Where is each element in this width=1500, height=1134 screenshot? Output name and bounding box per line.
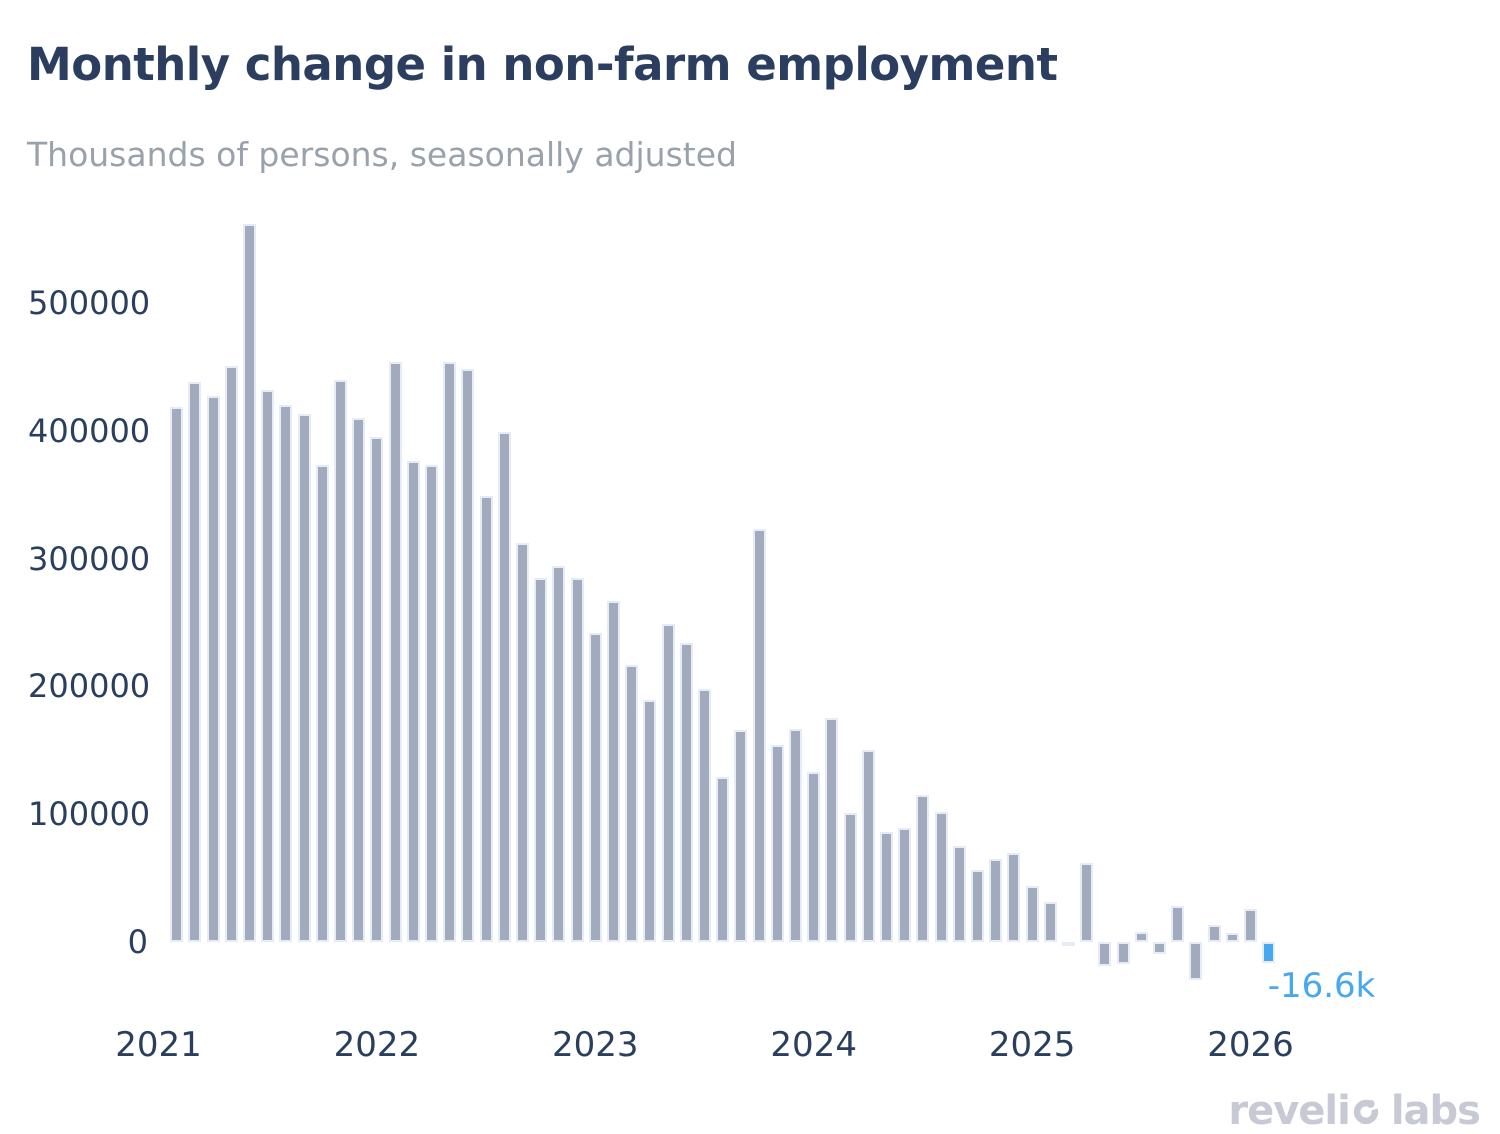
x-axis-tick-label: 2024	[770, 1025, 857, 1065]
bar-2021-09	[297, 414, 311, 942]
last-bar-value-annotation: -16.6k	[1267, 966, 1376, 1006]
bar-2025-11	[1207, 925, 1221, 942]
x-axis-tick-label: 2021	[115, 1025, 202, 1065]
bar-2021-06	[243, 223, 256, 942]
bar-2023-04	[643, 700, 657, 942]
chart-title: Monthly change in non-farm employment	[27, 38, 1058, 91]
bar-2023-03	[625, 664, 639, 942]
y-axis-tick-label: 400000	[28, 411, 151, 450]
x-axis-tick-label: 2026	[1207, 1025, 1294, 1065]
bar-2023-11	[770, 745, 784, 942]
bar-2021-04	[206, 396, 220, 942]
bar-2026-01	[1244, 908, 1257, 942]
bar-2023-08	[716, 777, 730, 942]
bar-2024-02	[825, 718, 839, 942]
x-axis-tick-label: 2023	[552, 1025, 639, 1065]
bar-2022-05	[443, 361, 457, 942]
bar-2024-08	[934, 811, 948, 942]
bar-2023-06	[679, 642, 693, 942]
bar-2025-04	[1080, 862, 1094, 942]
bar-2024-01	[807, 772, 821, 942]
x-axis-tick-label: 2025	[988, 1025, 1076, 1065]
bar-2024-06	[898, 828, 912, 942]
bar-2023-02	[607, 600, 620, 942]
bar-2024-09	[952, 846, 966, 942]
bar-2023-07	[698, 688, 711, 942]
bar-2022-02	[388, 361, 402, 942]
x-axis-tick-label: 2022	[333, 1025, 421, 1065]
bar-2021-03	[188, 382, 202, 942]
logo-text-labs: labs	[1390, 1088, 1481, 1134]
y-axis-tick-label: 100000	[28, 795, 151, 834]
bar-2025-01	[1025, 885, 1039, 942]
logo-text-reveli: reveli	[1228, 1088, 1350, 1134]
bar-2024-11	[989, 858, 1003, 942]
revelio-o-mark-icon	[1351, 1090, 1382, 1134]
bar-2023-12	[789, 728, 802, 942]
bar-2024-07	[916, 795, 930, 942]
bar-2025-02	[1043, 902, 1057, 942]
bar-2025-05	[1098, 942, 1112, 967]
y-axis-tick-label: 300000	[28, 539, 151, 578]
chart-subtitle: Thousands of persons, seasonally adjuste…	[27, 135, 737, 174]
bar-2021-05	[224, 365, 238, 942]
bar-2023-10	[752, 529, 766, 942]
bar-2024-12	[1007, 852, 1021, 942]
bar-2022-08	[497, 432, 511, 942]
y-axis-tick-label: 500000	[28, 284, 151, 322]
bar-2023-05	[661, 623, 675, 942]
bar-2021-10	[315, 465, 329, 942]
bar-2021-07	[261, 389, 275, 942]
bar-2022-12	[570, 577, 584, 942]
bar-2025-08	[1153, 942, 1166, 954]
bar-2025-03	[1062, 942, 1075, 946]
bar-2021-12	[352, 418, 366, 942]
bar-2025-06	[1116, 942, 1130, 964]
bar-2023-01	[588, 632, 602, 942]
bar-2022-10	[534, 577, 548, 942]
bar-2025-07	[1134, 931, 1148, 942]
bar-2023-09	[734, 729, 748, 942]
bar-2022-01	[370, 437, 384, 942]
y-axis-tick-label: 0	[127, 923, 148, 961]
bar-2021-11	[334, 379, 347, 942]
bar-2022-07	[479, 495, 493, 942]
bar-2024-04	[861, 750, 875, 942]
bar-2025-09	[1171, 906, 1185, 942]
bar-2021-08	[279, 405, 293, 942]
y-axis-tick-label: 200000	[28, 667, 151, 706]
bar-2022-03	[406, 461, 420, 942]
bar-2022-11	[552, 566, 566, 942]
bar-2022-04	[425, 465, 438, 942]
bar-2024-05	[880, 832, 893, 942]
bar-2022-06	[461, 369, 475, 942]
bar-2021-02	[170, 406, 184, 942]
bar-2026-02	[1262, 942, 1276, 964]
bar-2024-03	[843, 812, 857, 942]
bar-2025-12	[1225, 933, 1239, 942]
bar-2022-09	[516, 543, 529, 942]
bar-2025-10	[1189, 942, 1203, 981]
bar-2024-10	[971, 870, 984, 942]
revelio-labs-logo: reveli labs	[1228, 1086, 1481, 1134]
